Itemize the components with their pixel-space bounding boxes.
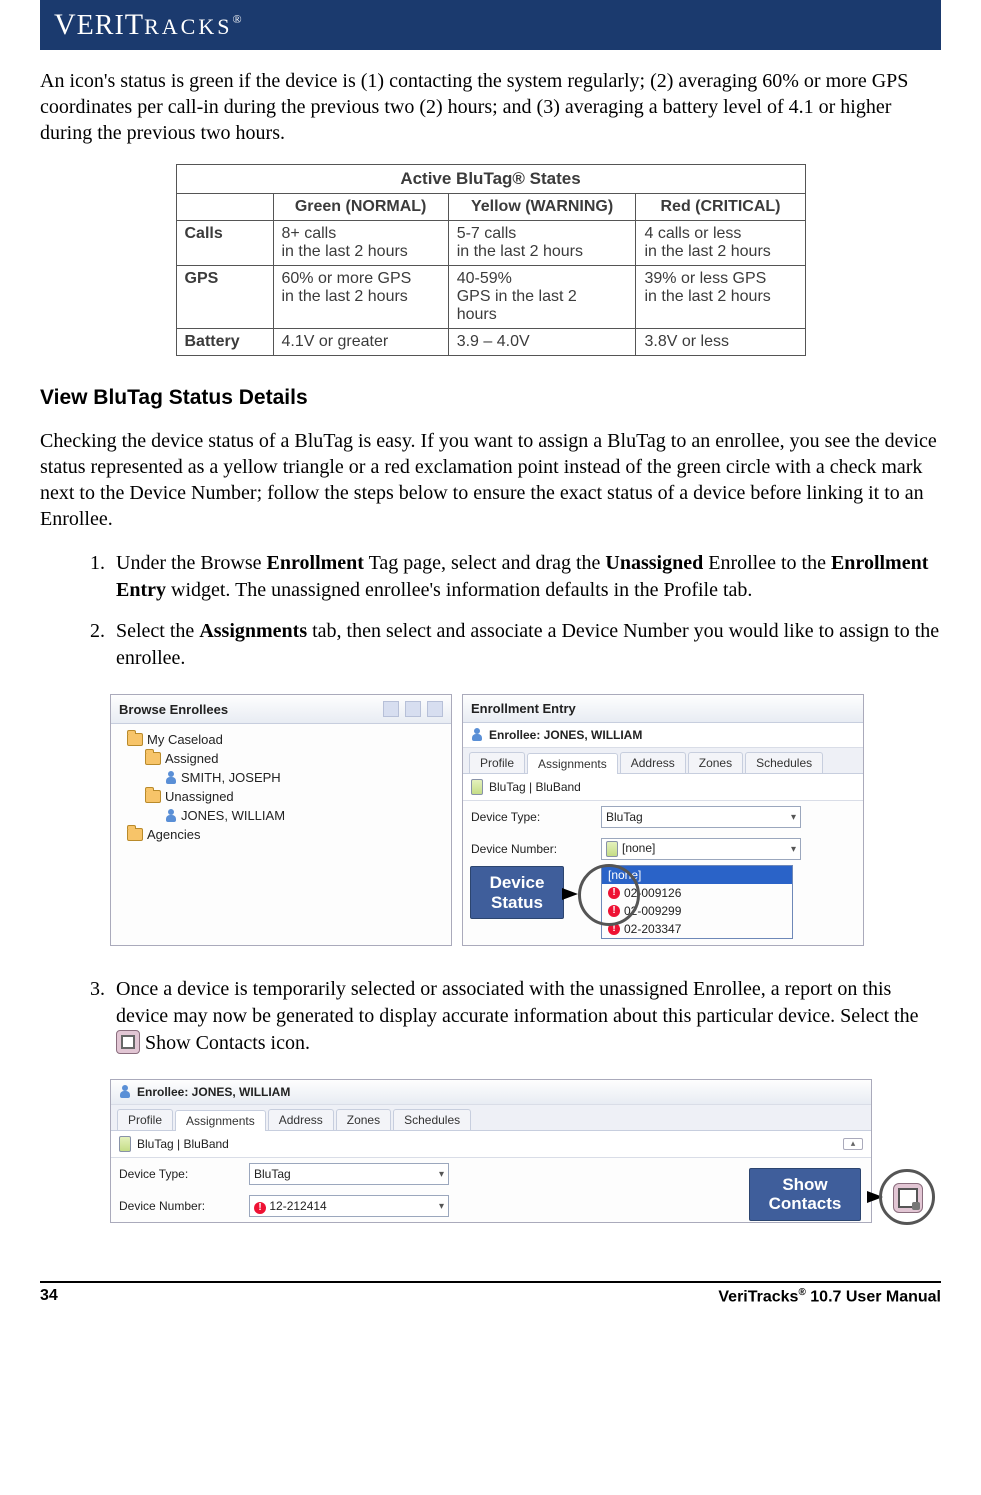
page-number: 34	[40, 1287, 58, 1306]
brand-logo: VERITRACKS®	[54, 8, 243, 42]
gps-yellow: 40-59% GPS in the last 2 hours	[448, 266, 636, 329]
enrollee-label-bar-2: Enrollee: JONES, WILLIAM	[111, 1080, 871, 1105]
col-blank	[176, 194, 273, 221]
folder-icon	[145, 790, 161, 803]
browse-enrollees-panel: Browse Enrollees My Caseload Assigned SM…	[110, 694, 452, 946]
dropdown-opt-3[interactable]: !02-203347	[602, 920, 792, 938]
tab-assignments-2[interactable]: Assignments	[175, 1110, 266, 1131]
battery-red: 3.8V or less	[636, 329, 805, 356]
gps-green: 60% or more GPS in the last 2 hours	[273, 266, 448, 329]
device-type-select-2[interactable]: BluTag	[249, 1163, 449, 1185]
folder-icon	[127, 828, 143, 841]
device-subbar: BluTag | BluBand	[463, 774, 863, 801]
battery-green: 4.1V or greater	[273, 329, 448, 356]
tab-zones[interactable]: Zones	[688, 752, 743, 773]
device-number-label: Device Number:	[471, 842, 591, 856]
tab-address-2[interactable]: Address	[268, 1109, 334, 1130]
device-number-label-2: Device Number:	[119, 1199, 239, 1213]
tab-zones-2[interactable]: Zones	[336, 1109, 391, 1130]
battery-yellow: 3.9 – 4.0V	[448, 329, 636, 356]
col-green: Green (NORMAL)	[273, 194, 448, 221]
footer-title: VeriTracks® 10.7 User Manual	[718, 1287, 941, 1306]
tab-profile[interactable]: Profile	[469, 752, 525, 773]
tree-unassigned-person[interactable]: JONES, WILLIAM	[157, 806, 443, 825]
show-contacts-callout: Show Contacts	[749, 1168, 861, 1221]
steps-list-3: Once a device is temporarily selected or…	[40, 976, 941, 1057]
tree-agencies[interactable]: Agencies	[119, 825, 443, 844]
person-icon	[119, 1085, 131, 1099]
intro-paragraph: An icon's status is green if the device …	[40, 68, 941, 146]
states-table: Active BluTag® States Green (NORMAL) Yel…	[176, 164, 806, 356]
person-icon	[165, 771, 177, 785]
enrollee-label-bar: Enrollee: JONES, WILLIAM	[463, 723, 863, 748]
step-3: Once a device is temporarily selected or…	[110, 976, 941, 1057]
person-icon	[165, 809, 177, 823]
device-subbar-2: BluTag | BluBand▴	[111, 1131, 871, 1158]
gps-red: 39% or less GPS in the last 2 hours	[636, 266, 805, 329]
calls-green: 8+ calls in the last 2 hours	[273, 221, 448, 266]
enrollment-entry-title: Enrollment Entry	[463, 695, 863, 723]
screenshot-1: Browse Enrollees My Caseload Assigned SM…	[40, 694, 941, 946]
show-contacts-icon[interactable]	[893, 1183, 923, 1213]
section-paragraph: Checking the device status of a BluTag i…	[40, 428, 941, 532]
entry-tabs: Profile Assignments Address Zones Schedu…	[463, 748, 863, 774]
device-type-label-2: Device Type:	[119, 1167, 239, 1181]
device-icon	[606, 841, 618, 857]
person-icon	[471, 728, 483, 742]
calls-red: 4 calls or less in the last 2 hours	[636, 221, 805, 266]
page-footer: 34 VeriTracks® 10.7 User Manual	[40, 1281, 941, 1306]
tree-unassigned[interactable]: Unassigned	[137, 787, 443, 806]
device-status-callout: Device Status	[470, 866, 564, 919]
show-contacts-inline-icon	[116, 1030, 140, 1054]
tree-assigned-person[interactable]: SMITH, JOSEPH	[157, 768, 443, 787]
device-number-select-2[interactable]: ! 12-212414	[249, 1195, 449, 1217]
browse-tree: My Caseload Assigned SMITH, JOSEPH Unass…	[111, 724, 451, 850]
device-icon	[471, 779, 483, 795]
states-table-title: Active BluTag® States	[176, 165, 805, 194]
step-1: Under the Browse Enrollment Tag page, se…	[110, 550, 941, 604]
device-status-ring	[578, 864, 640, 926]
tree-root[interactable]: My Caseload	[119, 730, 443, 749]
tab-assignments[interactable]: Assignments	[527, 753, 618, 774]
tab-schedules-2[interactable]: Schedules	[393, 1109, 471, 1130]
tab-schedules[interactable]: Schedules	[745, 752, 823, 773]
callout-arrow-icon	[562, 888, 578, 900]
entry-tabs-2: Profile Assignments Address Zones Schedu…	[111, 1105, 871, 1131]
device-icon	[119, 1136, 131, 1152]
tree-assigned[interactable]: Assigned	[137, 749, 443, 768]
device-number-select[interactable]: [none]	[601, 838, 801, 860]
collapse-button[interactable]: ▴	[843, 1138, 863, 1150]
brand-header: VERITRACKS®	[40, 0, 941, 50]
screenshot-2: Enrollee: JONES, WILLIAM Profile Assignm…	[40, 1079, 941, 1223]
folder-icon	[145, 752, 161, 765]
section-heading: View BluTag Status Details	[40, 386, 941, 410]
browse-enrollees-title: Browse Enrollees	[111, 695, 451, 724]
calls-yellow: 5-7 calls in the last 2 hours	[448, 221, 636, 266]
step-2: Select the Assignments tab, then select …	[110, 618, 941, 672]
row-gps-hdr: GPS	[176, 266, 273, 329]
alert-icon: !	[254, 1202, 266, 1214]
device-type-row: Device Type: BluTag	[463, 801, 863, 833]
tab-address[interactable]: Address	[620, 752, 686, 773]
steps-list: Under the Browse Enrollment Tag page, se…	[40, 550, 941, 672]
device-number-row: Device Number: [none]	[463, 833, 863, 865]
tab-profile-2[interactable]: Profile	[117, 1109, 173, 1130]
col-red: Red (CRITICAL)	[636, 194, 805, 221]
panel-toolbar-icons[interactable]	[383, 701, 443, 717]
device-type-select[interactable]: BluTag	[601, 806, 801, 828]
col-yellow: Yellow (WARNING)	[448, 194, 636, 221]
folder-icon	[127, 733, 143, 746]
row-calls-hdr: Calls	[176, 221, 273, 266]
device-type-label: Device Type:	[471, 810, 591, 824]
row-battery-hdr: Battery	[176, 329, 273, 356]
